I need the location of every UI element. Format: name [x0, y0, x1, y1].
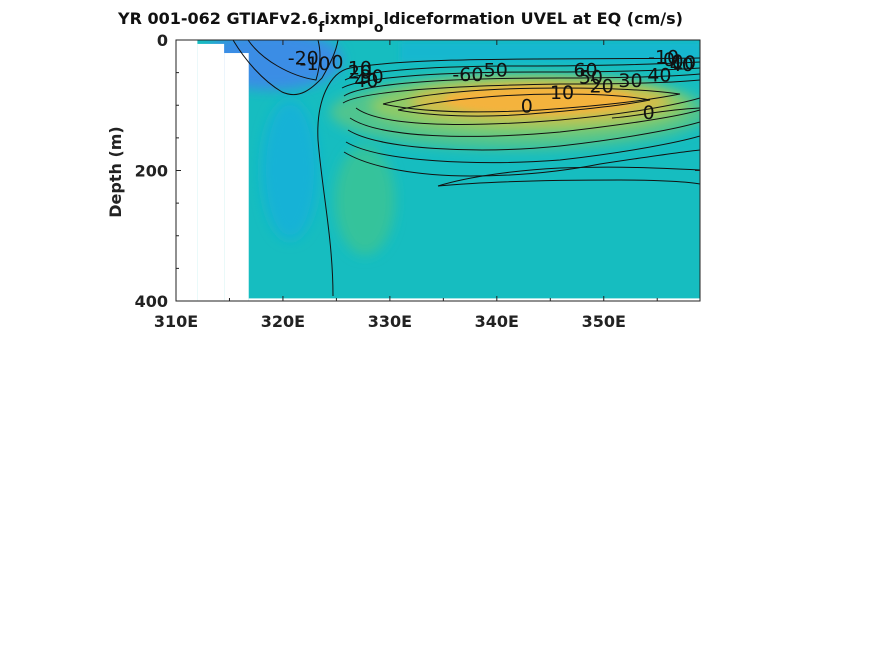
- y-tick-label: 400: [135, 292, 168, 311]
- contour-line: [341, 67, 700, 89]
- title-part-2: ixmpi: [324, 9, 373, 28]
- contour-line: [343, 149, 700, 177]
- y-tick-label: 0: [157, 31, 168, 50]
- x-tick-label: 320E: [261, 312, 305, 331]
- contour-label: 20: [590, 76, 614, 98]
- x-tick-label: 310E: [154, 312, 198, 331]
- contour-label: 10: [550, 82, 574, 104]
- contour-line: [342, 79, 700, 104]
- upper-band: [400, 42, 700, 62]
- land-mask: [176, 40, 700, 301]
- contour-label: -60: [452, 64, 483, 86]
- x-tick-label: 340E: [475, 312, 519, 331]
- contour-label: 30: [618, 70, 642, 92]
- contour-line: [355, 97, 700, 125]
- contour-label: 50: [579, 67, 603, 89]
- contour-label: 0: [663, 49, 675, 71]
- contour-line: [437, 179, 700, 187]
- contour-label: 10: [672, 52, 696, 74]
- contour-line: [397, 93, 651, 117]
- land-mask-block: [197, 43, 225, 301]
- contour-line: [232, 40, 339, 96]
- contour-line: [611, 107, 700, 119]
- title-part-1: YR 001-062 GTIAFv2.6: [117, 9, 318, 28]
- contour-line: [382, 87, 681, 113]
- title-sub-2: o: [374, 20, 384, 36]
- contour-line: [317, 57, 700, 297]
- westward-deep-tongue: [262, 100, 318, 240]
- x-tick-label: 330E: [368, 312, 412, 331]
- x-axis: 310E 320E 330E 340E 350E: [154, 40, 658, 331]
- contour-label: -10: [648, 46, 679, 68]
- contour-label: 40: [647, 65, 671, 87]
- subsurface-plume: [335, 145, 395, 255]
- contour-line: [344, 61, 700, 81]
- title-part-3: ldiceformation UVEL at EQ (cm/s): [383, 9, 683, 28]
- contour-line: [349, 109, 700, 137]
- contour-label: 60: [573, 59, 597, 81]
- contour-line: [437, 166, 700, 187]
- land-mask-block: [224, 53, 249, 301]
- contour-label: 30: [360, 66, 384, 88]
- contour-label: 10: [348, 57, 372, 79]
- x-tick-label: 350E: [582, 312, 626, 331]
- contour-line: [347, 121, 700, 151]
- contour-label: 20: [348, 61, 372, 83]
- land-mask-block: [248, 298, 700, 301]
- contour-label: 40: [354, 70, 378, 92]
- contour-line: [343, 73, 700, 97]
- contour-lines: [232, 40, 700, 297]
- velocity-field: [176, 40, 700, 301]
- chart-title: YR 001-062 GTIAFv2.6fixmpioldiceformatio…: [117, 9, 683, 36]
- contour-line: [247, 40, 321, 81]
- contour-label: 40: [670, 54, 694, 76]
- title-sub-1: f: [318, 20, 325, 36]
- contour-label: 0: [671, 51, 683, 73]
- contour-label: 0: [643, 102, 655, 124]
- contour-label: 0: [331, 52, 343, 74]
- land-mask-block: [176, 40, 198, 301]
- contour-label: 50: [484, 59, 508, 81]
- contour-label: -10: [299, 53, 330, 75]
- contour-label: -20: [288, 48, 319, 70]
- undercurrent-core: [445, 86, 635, 114]
- y-tick-label: 200: [135, 162, 168, 181]
- contour-line: [345, 135, 700, 164]
- contour-label: 0: [521, 95, 533, 117]
- y-axis-title: Depth (m): [106, 126, 125, 218]
